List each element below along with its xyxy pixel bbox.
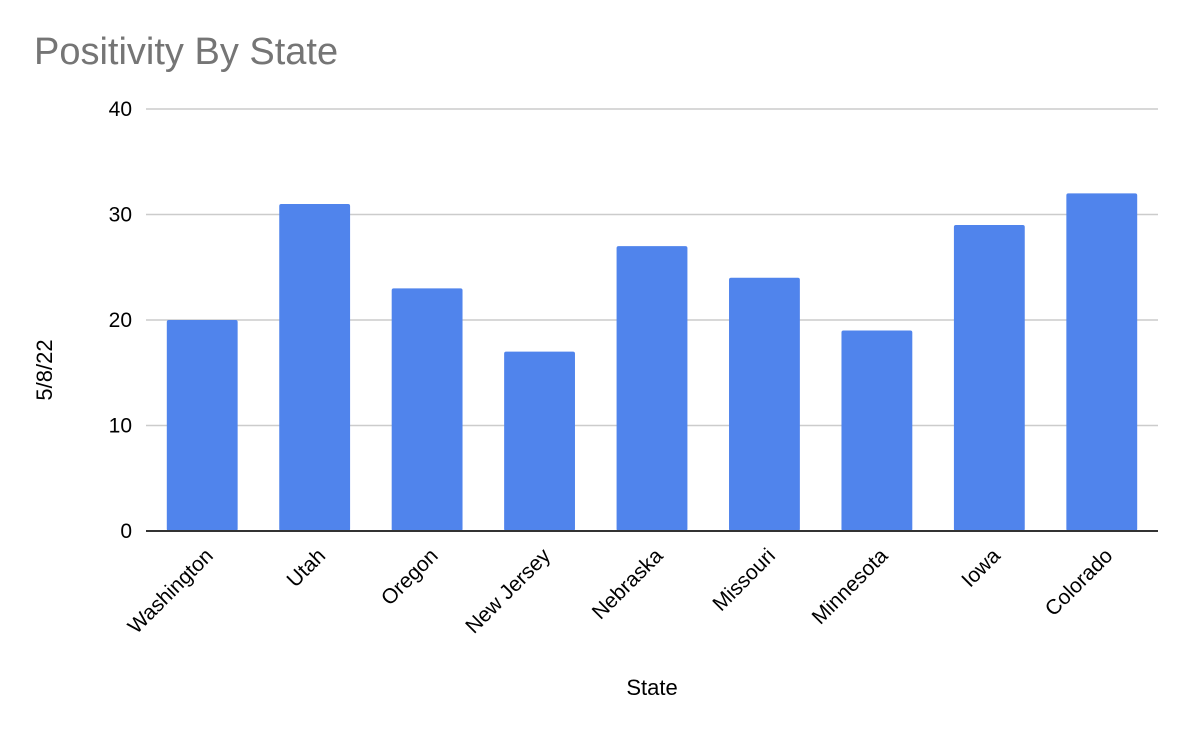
- y-axis-ticks: 0 10 20 30 40: [109, 98, 132, 543]
- bar-missouri: [729, 277, 800, 531]
- x-tick-label: Missouri: [708, 544, 780, 616]
- x-tick-label: Washington: [124, 544, 218, 638]
- x-tick-label: Minnesota: [808, 544, 893, 629]
- x-tick-label: Iowa: [957, 544, 1005, 592]
- x-axis-label: State: [626, 675, 677, 700]
- x-tick-label: Nebraska: [588, 544, 668, 624]
- y-tick-label: 10: [109, 415, 132, 438]
- y-tick-label: 40: [109, 98, 132, 121]
- y-tick-label: 30: [109, 204, 132, 227]
- y-axis-label: 5/8/22: [32, 339, 57, 400]
- x-tick-label: Colorado: [1041, 544, 1118, 621]
- x-tick-label: Oregon: [377, 544, 443, 610]
- bar-nebraska: [616, 246, 688, 531]
- x-tick-label: New Jersey: [461, 544, 555, 638]
- y-tick-label: 20: [109, 309, 132, 332]
- bar-washington: [166, 320, 238, 531]
- bar-new-jersey: [504, 351, 575, 531]
- bars: [166, 193, 1138, 532]
- bar-oregon: [391, 288, 463, 531]
- bar-iowa: [953, 225, 1025, 532]
- x-axis-ticks: Washington Utah Oregon New Jersey Nebraska Mi…: [124, 544, 1118, 638]
- x-tick-label: Utah: [283, 544, 331, 592]
- bar-minnesota: [841, 330, 913, 531]
- bar-utah: [279, 203, 351, 531]
- bar-colorado: [1066, 193, 1138, 531]
- chart-title: Positivity By State: [34, 31, 338, 73]
- y-tick-label: 0: [120, 520, 132, 543]
